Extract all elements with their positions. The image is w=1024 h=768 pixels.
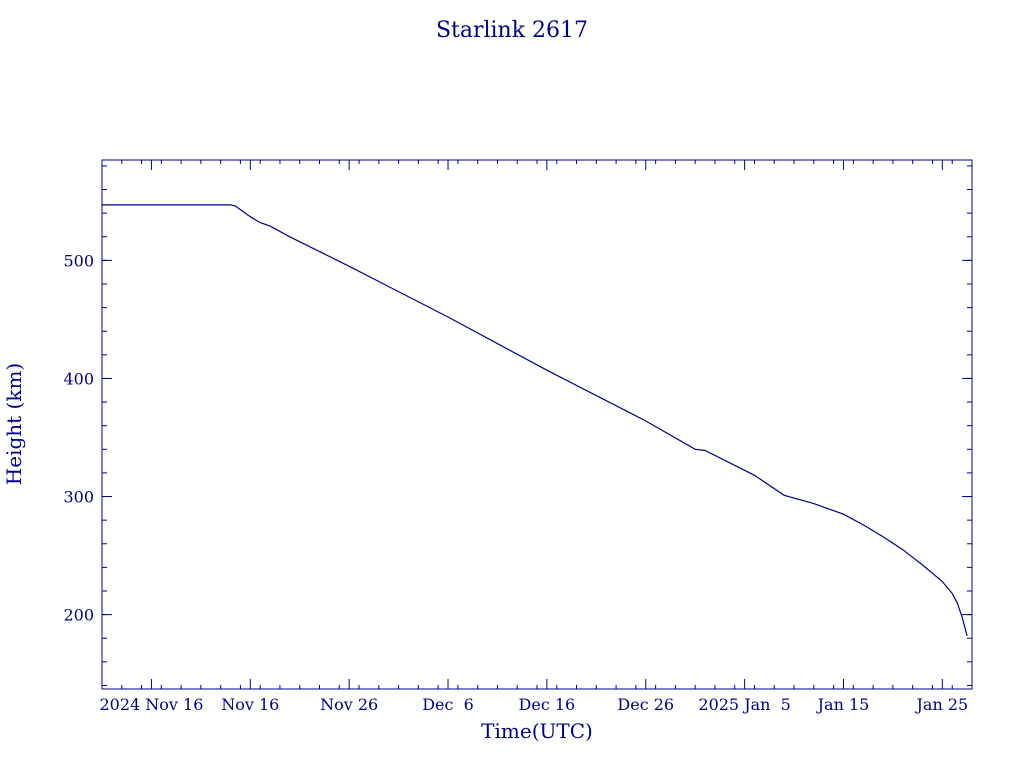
minor-ticks — [101, 160, 973, 689]
chart-title: Starlink 2617 — [436, 18, 588, 43]
y-tick-label: 400 — [63, 369, 94, 388]
x-tick-label: Jan 25 — [914, 695, 968, 714]
x-tick-label: Jan 15 — [816, 695, 870, 714]
y-tick-label: 300 — [63, 488, 94, 507]
y-tick-label: 200 — [63, 606, 94, 625]
x-tick-label: Dec 26 — [617, 695, 674, 714]
x-tick-label: Dec 16 — [519, 695, 576, 714]
y-axis: 200 300 400 500 — [63, 251, 972, 625]
x-axis-title: Time(UTC) — [481, 719, 593, 743]
y-tick-label: 500 — [63, 251, 94, 270]
plot-frame — [101, 159, 973, 690]
x-tick-label: 2024 Nov 16 — [99, 695, 203, 714]
x-tick-label: Nov 16 — [221, 695, 279, 714]
x-axis: 2024 Nov 16 Nov 16 Nov 26 Dec 6 Dec 16 Dec 26… — [99, 160, 968, 714]
y-axis-title: Height (km) — [2, 363, 26, 485]
x-tick-label: 2025 Jan 5 — [698, 695, 790, 714]
x-tick-label: Nov 26 — [320, 695, 378, 714]
series-line — [102, 204, 968, 637]
x-tick-label: Dec 6 — [422, 695, 474, 714]
